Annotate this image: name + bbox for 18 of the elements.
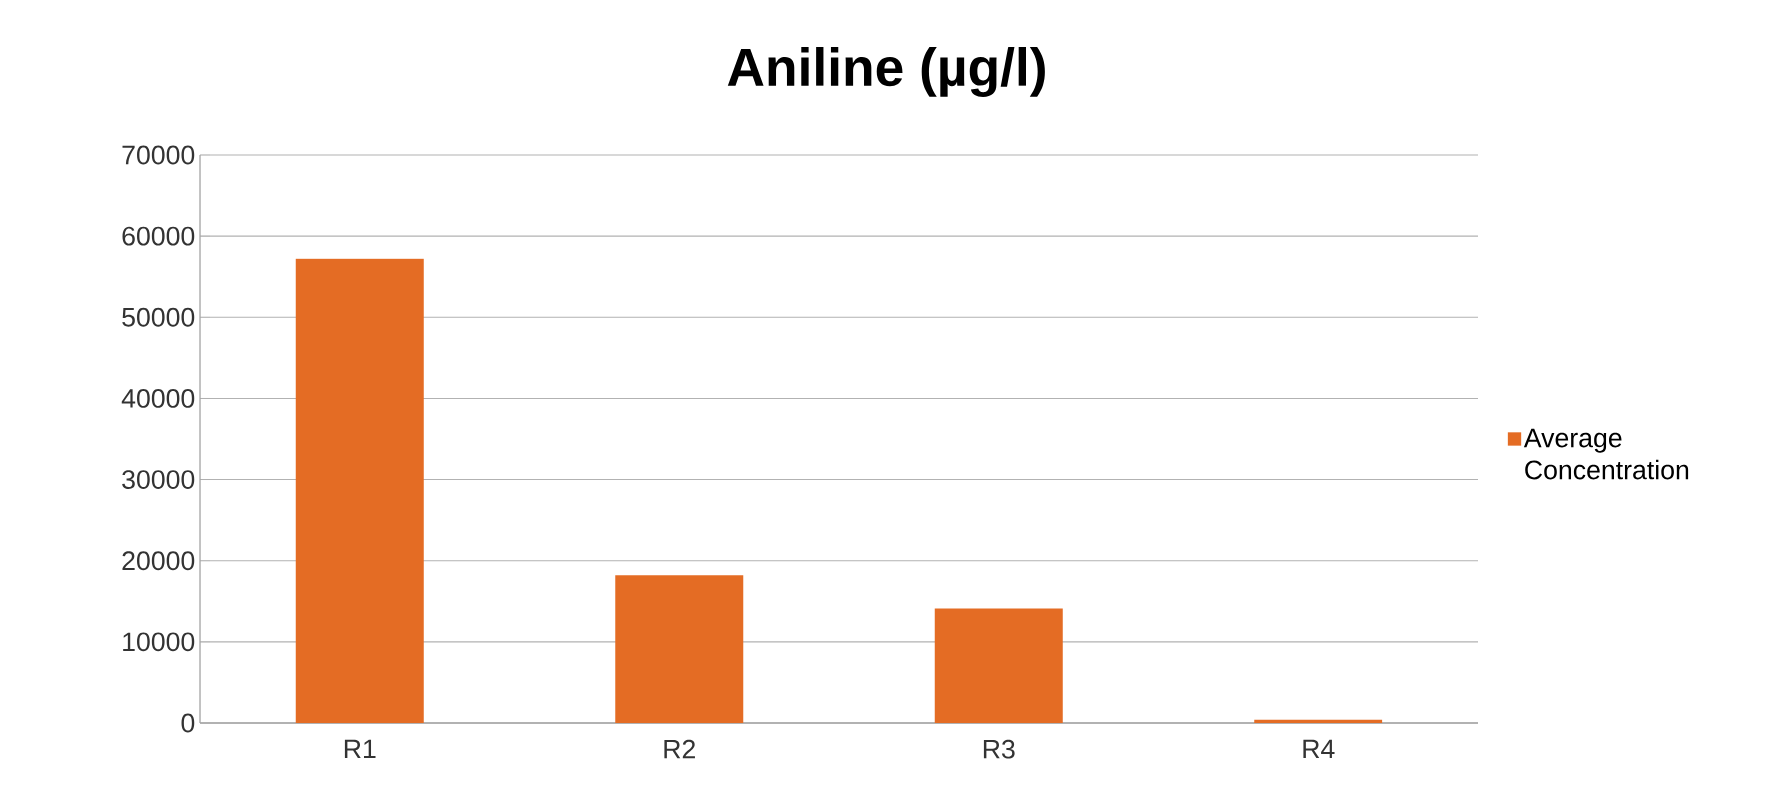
y-tick-label: 20000: [122, 551, 195, 571]
x-tick-label: R1: [344, 739, 376, 759]
x-tick-label: R3: [983, 739, 1015, 759]
y-tick-label: 60000: [122, 226, 195, 246]
y-tick-label: 40000: [121, 388, 195, 408]
y-tick-label: 10000: [123, 632, 195, 652]
y-tick-label: 30000: [122, 470, 195, 489]
y-tick-label: 0: [181, 713, 195, 733]
bar: [1254, 719, 1383, 723]
x-tick-label: R2: [664, 739, 695, 759]
y-tick-label: 70000: [122, 145, 195, 165]
bar: [615, 575, 744, 723]
chart-title: Aniline (µg/l): [727, 47, 1045, 97]
y-tick-label: 50000: [122, 307, 195, 327]
bar: [934, 608, 1063, 723]
x-tick-label: R4: [1303, 739, 1335, 759]
bar: [295, 258, 424, 723]
legend-label: Average Concentration: [1523, 428, 1689, 480]
